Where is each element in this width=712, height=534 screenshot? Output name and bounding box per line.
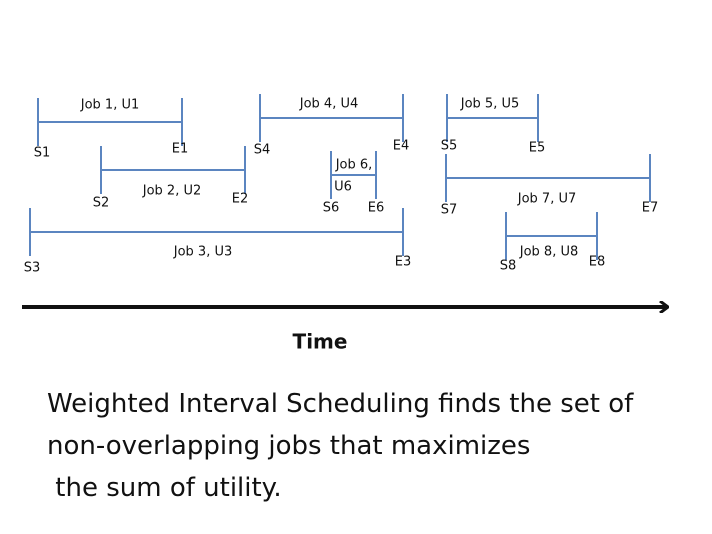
end-label: E3 [395, 255, 412, 270]
job-label: Job 3, U3 [173, 245, 233, 260]
end-label: E5 [529, 141, 546, 156]
start-label: S3 [24, 261, 41, 276]
start-label: S5 [441, 139, 458, 154]
end-label: E4 [393, 139, 410, 154]
start-label: S2 [93, 196, 110, 211]
end-label: E6 [368, 201, 385, 216]
end-label: E8 [589, 255, 606, 270]
start-label: S4 [254, 143, 271, 158]
job-label: Job 1, U1 [80, 98, 140, 113]
job-label: Job 4, U4 [299, 97, 359, 112]
job-label: Job 5, U5 [460, 97, 520, 112]
start-label: S6 [323, 201, 340, 216]
job-label: Job 8, U8 [519, 245, 579, 260]
axis-label: Time [293, 330, 348, 354]
start-label: S7 [441, 203, 458, 218]
job-label: Job 2, U2 [142, 184, 202, 199]
end-label: E1 [172, 142, 189, 157]
caption-line: non-overlapping jobs that maximizes [47, 431, 530, 461]
end-label: E2 [232, 192, 249, 207]
caption-line: Weighted Interval Scheduling finds the s… [47, 389, 634, 419]
job-label: Job 7, U7 [517, 192, 577, 207]
start-label: S1 [34, 146, 51, 161]
end-label: E7 [642, 201, 659, 216]
job-label: Job 6, [335, 158, 373, 173]
start-label: S8 [500, 259, 517, 274]
caption-line: the sum of utility. [47, 473, 282, 503]
job-label: U6 [334, 180, 352, 195]
